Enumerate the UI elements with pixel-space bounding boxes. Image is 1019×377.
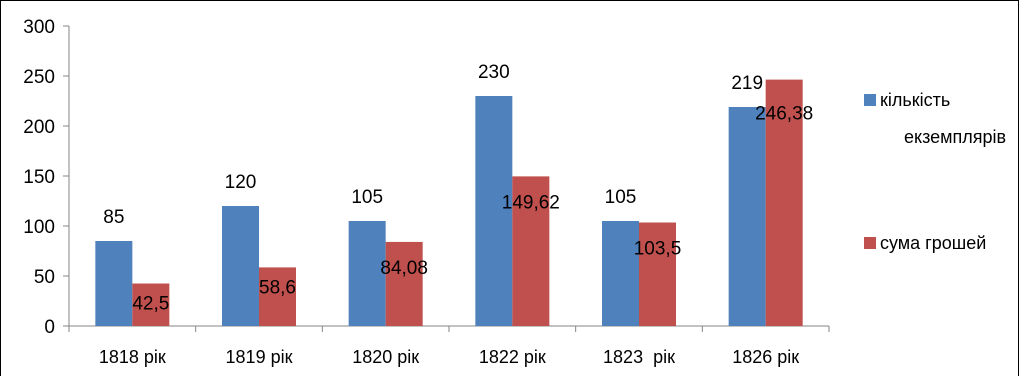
bars [95,79,803,327]
data-labels: 85 120 105 230 105 219 42,5 58,6 84,08 149,62 103,… [103,62,813,315]
data-label: 105 [351,187,383,208]
data-label: 84,08 [380,258,428,279]
data-label: 120 [225,172,257,193]
bar-money [385,241,423,326]
data-label: 230 [478,62,510,83]
category-label: 1822 рік [479,347,546,367]
bar-copies [95,241,133,326]
bar-copies [222,206,259,326]
legend: кількість екземплярів сума грошей [864,90,1006,253]
legend-swatch [864,94,876,106]
data-label: 149,62 [502,192,560,213]
y-tick-label: 300 [23,17,55,38]
bar-money [639,222,676,326]
data-label: 42,5 [132,294,169,315]
category-label: 1826 рік [732,347,799,367]
category-label: 1823 рік [603,347,675,367]
x-axis-categories: 1818 рік 1819 рік 1820 рік 1822 рік 1823 рік… [99,347,799,367]
category-label: 1820 рік [352,347,419,367]
y-tick-label: 150 [23,167,55,188]
legend-label: кількість [880,90,950,110]
y-tick-label: 250 [23,67,55,88]
bar-money [512,176,550,326]
bar-money [259,267,296,326]
axes [68,26,830,332]
bar-copies [348,221,386,326]
y-tick-label: 50 [34,267,55,288]
legend-label: сума грошей [880,233,986,253]
data-label: 103,5 [634,239,682,260]
data-label: 219 [731,73,763,94]
category-label: 1819 рік [226,347,293,367]
y-tick-label: 200 [23,117,55,138]
data-label: 246,38 [755,104,813,125]
data-label: 58,6 [259,277,296,298]
data-label: 85 [103,207,124,228]
legend-label: екземплярів [904,127,1006,147]
y-tick-label: 0 [44,317,55,338]
bar-money [132,283,170,326]
bar-money [765,79,803,327]
y-axis-ticks: 0 50 100 150 200 250 300 [23,17,69,338]
bar-copies [728,107,766,326]
legend-swatch [864,237,876,249]
bar-copies [475,96,513,326]
y-tick-label: 100 [23,217,55,238]
data-label: 105 [605,187,637,208]
category-label: 1818 рік [99,347,166,367]
bar-copies [602,221,639,326]
